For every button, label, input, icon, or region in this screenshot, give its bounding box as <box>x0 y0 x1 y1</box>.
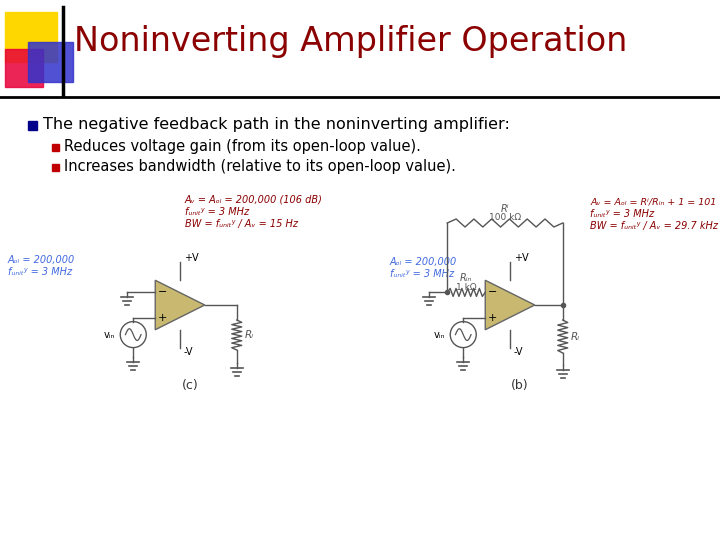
Text: −: − <box>488 287 498 298</box>
Text: +: + <box>158 313 168 322</box>
Text: fᵤₙᵢₜʸ = 3 MHz: fᵤₙᵢₜʸ = 3 MHz <box>8 267 72 277</box>
Text: −: − <box>158 287 168 298</box>
Text: Rᵢₙ: Rᵢₙ <box>460 273 472 284</box>
Bar <box>5 12 57 62</box>
Text: Increases bandwidth (relative to its open-loop value).: Increases bandwidth (relative to its ope… <box>64 159 456 174</box>
Bar <box>52 164 59 171</box>
Text: Reduces voltage gain (from its open-loop value).: Reduces voltage gain (from its open-loop… <box>64 139 421 154</box>
Bar <box>5 49 43 87</box>
Bar <box>52 144 59 151</box>
Text: Rₗ: Rₗ <box>245 330 253 340</box>
Text: (b): (b) <box>511 379 528 392</box>
Text: fᵤₙᵢₜʸ = 3 MHz: fᵤₙᵢₜʸ = 3 MHz <box>185 207 249 217</box>
Text: Noninverting Amplifier Operation: Noninverting Amplifier Operation <box>74 25 627 58</box>
Text: +V: +V <box>514 253 528 263</box>
Text: Rⁱ: Rⁱ <box>500 204 509 214</box>
Text: The negative feedback path in the noninverting amplifier:: The negative feedback path in the noninv… <box>43 118 510 132</box>
Text: BW = fᵤₙᵢₜʸ / Aᵥ = 15 Hz: BW = fᵤₙᵢₜʸ / Aᵥ = 15 Hz <box>185 219 298 229</box>
Text: Aₒₗ = 200,000: Aₒₗ = 200,000 <box>390 257 457 267</box>
Text: vᵢₙ: vᵢₙ <box>104 329 115 340</box>
Text: vᵢₙ: vᵢₙ <box>433 329 445 340</box>
Text: Aᵥ = Aₒₗ = 200,000 (106 dB): Aᵥ = Aₒₗ = 200,000 (106 dB) <box>185 195 323 205</box>
Text: 100 kΩ: 100 kΩ <box>489 213 521 222</box>
Text: Rₗ: Rₗ <box>571 332 580 342</box>
Text: 1 kΩ: 1 kΩ <box>456 283 477 292</box>
Text: -V: -V <box>514 347 523 357</box>
Text: fᵤₙᵢₜʸ = 3 MHz: fᵤₙᵢₜʸ = 3 MHz <box>390 269 454 279</box>
Text: BW = fᵤₙᵢₜʸ / Aᵥ = 29.7 kHz: BW = fᵤₙᵢₜʸ / Aᵥ = 29.7 kHz <box>590 221 718 231</box>
Text: fᵤₙᵢₜʸ = 3 MHz: fᵤₙᵢₜʸ = 3 MHz <box>590 209 654 219</box>
Polygon shape <box>156 280 204 330</box>
Text: Aₒₗ = 200,000: Aₒₗ = 200,000 <box>8 255 76 265</box>
Polygon shape <box>485 280 535 330</box>
Bar <box>28 42 73 82</box>
Bar <box>28 121 37 130</box>
Text: +: + <box>488 313 498 322</box>
Text: +V: +V <box>184 253 199 263</box>
Text: -V: -V <box>184 347 194 357</box>
Text: Aᵥ = Aₒₗ = Rⁱ/Rᵢₙ + 1 = 101 (40.1 dB): Aᵥ = Aₒₗ = Rⁱ/Rᵢₙ + 1 = 101 (40.1 dB) <box>590 198 720 206</box>
Text: (c): (c) <box>181 379 199 392</box>
